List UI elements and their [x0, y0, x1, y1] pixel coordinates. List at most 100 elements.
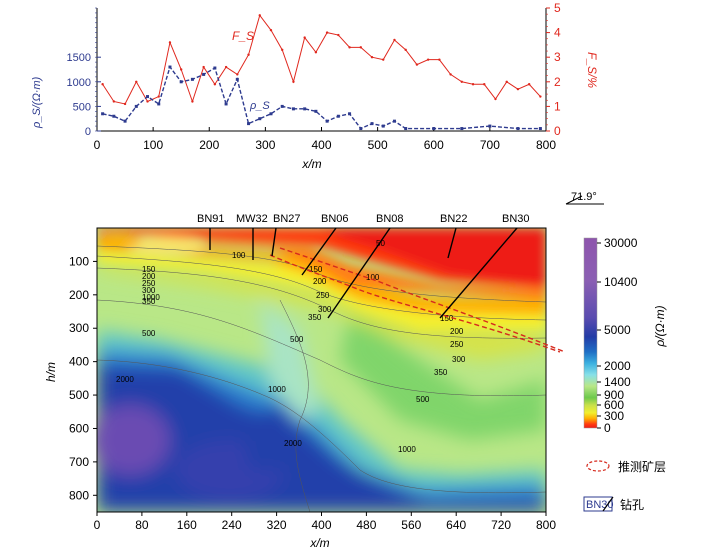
- fs-point: [247, 53, 250, 56]
- fs-point: [303, 36, 306, 39]
- section-y-tick-label: 500: [69, 388, 89, 402]
- x-tick-label: 600: [424, 138, 444, 152]
- left-tick-label: 0: [85, 126, 91, 138]
- colorbar-tick-label: 10400: [604, 275, 638, 289]
- section-x-tick-label: 80: [135, 518, 149, 532]
- x-tick-label: 800: [536, 138, 556, 152]
- fs-point: [382, 58, 385, 61]
- fs-point: [494, 97, 497, 101]
- rho-point: [291, 107, 295, 111]
- right-tick-label: 2: [554, 75, 561, 89]
- rho-series-points: [101, 65, 542, 131]
- right-tick-label: 4: [554, 26, 561, 40]
- legend: 推测矿层 BN30 钻孔: [583, 460, 666, 512]
- fs-point: [370, 56, 374, 59]
- contour-label: 300: [142, 286, 156, 295]
- fs-point: [516, 87, 520, 91]
- left-tick-label: 1500: [67, 52, 91, 64]
- borehole-label: BN27: [273, 213, 301, 225]
- ore-layer-legend-icon: [586, 460, 610, 472]
- legend-borehole-sample: BN30: [586, 499, 614, 511]
- borehole-label: BN30: [502, 213, 530, 225]
- boreholes: BN91 MW32 BN27 BN06 BN08 BN22 BN30: [197, 213, 530, 319]
- contour-label: 250: [316, 291, 330, 300]
- right-tick-label: 3: [554, 50, 561, 64]
- fs-point: [359, 46, 362, 49]
- rho-point: [404, 127, 408, 131]
- rho-point: [280, 104, 284, 108]
- contour-label: 150: [440, 314, 454, 323]
- section-y-tick-label: 100: [69, 254, 89, 268]
- section-x-tick-label: 560: [401, 518, 421, 532]
- contour-label: 500: [142, 329, 156, 338]
- contour-label: 1000: [268, 385, 286, 394]
- fs-point: [157, 95, 160, 98]
- contour-label: 300: [452, 355, 466, 364]
- fs-point: [483, 83, 486, 86]
- fs-point: [202, 65, 205, 69]
- right-tick-label: 0: [554, 124, 561, 138]
- section-x-tick-label: 320: [267, 518, 287, 532]
- rho-point: [269, 112, 273, 116]
- colorbar-gradient: [583, 237, 598, 429]
- rho-point: [224, 102, 228, 106]
- contour-label: 500: [290, 335, 304, 344]
- contour-label: 200: [450, 327, 464, 336]
- contour-label: 1000: [398, 445, 416, 454]
- x-tick-label: 400: [311, 138, 331, 152]
- section-x-tick-label: 800: [536, 518, 556, 532]
- rho-series-label: ρ_S: [249, 100, 270, 112]
- section-x-tick-label: 240: [222, 518, 242, 532]
- fs-series-label: F_S: [232, 29, 254, 43]
- colorbar-label: ρ/(Ω·m): [653, 305, 667, 347]
- contour-label: 300: [318, 305, 332, 314]
- section-y-ticks: 100 200 300 400 500 600 700 800: [69, 254, 97, 502]
- rho-point: [392, 119, 396, 123]
- rho-point: [314, 109, 318, 113]
- fs-point: [269, 28, 273, 32]
- fs-point: [527, 83, 531, 86]
- fs-point: [314, 51, 318, 54]
- contour-label: 50: [376, 239, 385, 248]
- legend-borehole-label: 钻孔: [620, 497, 644, 512]
- section-x-tick-label: 160: [177, 518, 197, 532]
- fs-point: [426, 58, 430, 61]
- rho-point: [190, 77, 194, 81]
- contour-label: 100: [232, 251, 246, 260]
- x-tick-label: 200: [199, 138, 219, 152]
- angle-marker: 71.9°: [565, 191, 604, 205]
- rho-point: [538, 127, 542, 131]
- fs-series-line: [102, 14, 541, 105]
- rho-point: [235, 77, 239, 81]
- x-tick-label: 700: [480, 138, 500, 152]
- borehole-label: BN91: [197, 213, 225, 225]
- fs-point: [393, 38, 396, 42]
- rho-point: [157, 102, 161, 106]
- section-y-tick-label: 700: [69, 455, 89, 469]
- profile-chart: 0 100 200 300 400 500 600 700 800 0 500 1000 1500 0…: [31, 1, 599, 171]
- colorbar-tick-label: 5000: [604, 323, 631, 337]
- rho-point: [202, 72, 206, 76]
- rho-point: [258, 117, 262, 121]
- fs-point: [224, 65, 228, 69]
- x-tick-label: 500: [368, 138, 388, 152]
- borehole-label: BN22: [440, 213, 468, 225]
- section-x-tick-label: 640: [446, 518, 466, 532]
- fs-point: [236, 73, 239, 76]
- fs-point: [179, 68, 183, 71]
- section-y-tick-label: 600: [69, 421, 89, 435]
- rho-point: [134, 104, 138, 108]
- contour-label: 250: [450, 340, 464, 349]
- contour-label: 200: [142, 272, 156, 281]
- fs-point: [258, 14, 261, 17]
- section-y-axis-label: h/m: [44, 362, 58, 382]
- rho-point: [101, 112, 105, 116]
- angle-label: 71.9°: [571, 191, 597, 203]
- rho-point: [247, 122, 251, 126]
- fs-point: [325, 31, 329, 34]
- borehole-label: BN08: [376, 213, 404, 225]
- contour-label: 350: [434, 368, 448, 377]
- fs-point: [213, 83, 217, 86]
